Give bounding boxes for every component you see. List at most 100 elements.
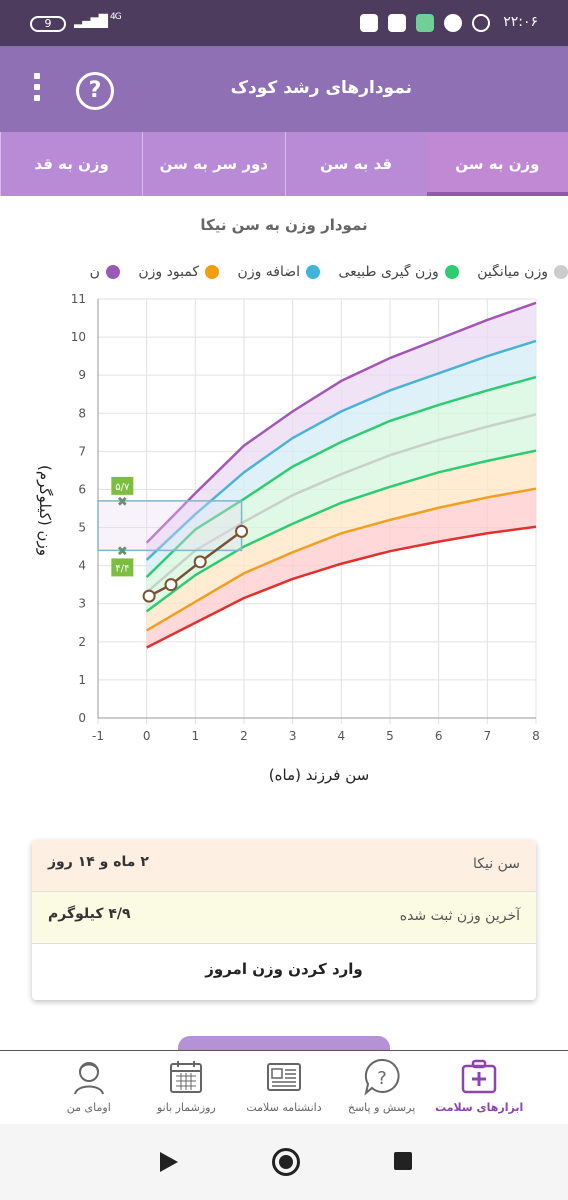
- chart-band: [146, 488, 536, 648]
- chart-band: [146, 414, 536, 612]
- x-axis-title: سن فرزند (ماه): [269, 766, 369, 784]
- android-notification-icon: [416, 14, 434, 32]
- tab-weight-for-age[interactable]: وزن به سن: [426, 132, 568, 196]
- app-notification-icon: [360, 14, 378, 32]
- enter-weight-button[interactable]: وارد کردن وزن امروز: [32, 944, 536, 1000]
- grid-notification-icon: [388, 14, 406, 32]
- network-type: 4G: [110, 12, 122, 22]
- chart-band: [146, 302, 536, 560]
- y-tick-label: 10: [71, 330, 86, 344]
- tab-weight-for-height[interactable]: وزن به قد: [0, 132, 142, 196]
- legend-dot: [306, 265, 321, 279]
- tab-head-circumference-for-age[interactable]: دور سر به سن: [142, 132, 284, 196]
- chart-band: [146, 340, 536, 578]
- range-label-box: [111, 476, 134, 495]
- y-tick-label: 1: [78, 673, 86, 687]
- legend-dot: [554, 265, 568, 279]
- x-tick-label: 7: [484, 729, 492, 743]
- tab-height-for-age[interactable]: قد به سن: [284, 132, 427, 196]
- chart-legend: وزن میانگین وزن گیری طبیعی اضافه وزن کمب…: [8, 264, 568, 288]
- legend-item-overweight[interactable]: اضافه وزن: [238, 264, 321, 280]
- nav-label: پرسش و پاسخ: [347, 1101, 416, 1114]
- nav-health-tools[interactable]: ابزارهای سلامت: [434, 1051, 524, 1124]
- legend-item-underweight[interactable]: کمبود وزن: [138, 264, 220, 280]
- growth-chart-section: نمودار وزن به سن نیکا وزن میانگین وزن گی…: [0, 196, 568, 816]
- enter-weight-label: وارد کردن وزن امروز: [205, 960, 363, 978]
- range-marker: ✖: [117, 544, 128, 559]
- legend-item-obese[interactable]: ن: [90, 264, 120, 280]
- last-weight-value: ۴/۹ کیلوگرم: [48, 906, 131, 922]
- nav-questions[interactable]: ? پرسش و پاسخ: [337, 1051, 427, 1124]
- nav-label: روزشمار بانو: [156, 1101, 216, 1114]
- last-weight-row: آخرین وزن ثبت شده ۴/۹ کیلوگرم: [32, 892, 536, 944]
- child-info-card: سن نیکا ۲ ماه و ۱۴ روز آخرین وزن ثبت شده…: [32, 840, 536, 1000]
- nav-label: دانشنامه سلامت: [246, 1101, 322, 1114]
- more-menu-icon[interactable]: [30, 70, 44, 108]
- range-marker: ✖: [117, 495, 128, 510]
- help-icon[interactable]: ?: [76, 72, 114, 110]
- calendar-icon: [170, 1061, 203, 1093]
- x-tick-label: 4: [338, 729, 346, 743]
- age-label: سن نیکا: [473, 856, 520, 872]
- y-tick-label: 0: [78, 711, 86, 725]
- bottom-navigation: ابزارهای سلامت ? پرسش و پاسخ دانشنامه سل…: [0, 1050, 568, 1124]
- newspaper-icon: [266, 1063, 301, 1091]
- y-tick-label: 11: [71, 292, 86, 306]
- legend-item-average[interactable]: وزن میانگین: [477, 264, 568, 280]
- series-line-severe_low: [146, 525, 537, 649]
- range-label-box: [111, 558, 134, 577]
- legend-dot: [444, 265, 459, 279]
- x-tick-label: 0: [143, 729, 151, 743]
- age-row: سن نیکا ۲ ماه و ۱۴ روز: [32, 840, 536, 892]
- x-tick-label: -1: [92, 729, 104, 743]
- legend-dot: [205, 265, 220, 279]
- y-tick-label: 4: [78, 559, 86, 573]
- status-bar: 9 ▂▄▆█ 4G ۲۲:۰۶: [0, 0, 568, 46]
- nav-label: ابزارهای سلامت: [435, 1101, 524, 1114]
- nav-label: اومای من: [66, 1101, 111, 1114]
- y-tick-label: 8: [78, 406, 86, 420]
- y-tick-label: 7: [78, 444, 86, 458]
- x-tick-label: 3: [289, 729, 297, 743]
- chart-band: [146, 450, 536, 631]
- nav-encyclopedia[interactable]: دانشنامه سلامت: [239, 1051, 329, 1124]
- y-tick-label: 9: [78, 368, 86, 382]
- svg-text:?: ?: [377, 1068, 387, 1089]
- series-line-normal_high: [145, 375, 537, 578]
- nav-calendar[interactable]: روزشمار بانو: [141, 1051, 231, 1124]
- chart-title: نمودار وزن به سن نیکا: [200, 216, 368, 234]
- x-tick-label: 2: [240, 729, 248, 743]
- x-tick-label: 1: [192, 729, 200, 743]
- series-line-normal_low: [145, 449, 537, 613]
- signal-icon: ▂▄▆█: [74, 14, 108, 28]
- child-weight-point: [142, 589, 156, 603]
- age-value: ۲ ماه و ۱۴ روز: [48, 854, 149, 870]
- child-weight-line: [148, 530, 243, 598]
- range-label-text: ۵/۷: [115, 482, 130, 493]
- chart-band: [146, 377, 536, 593]
- nav-profile[interactable]: اومای من: [44, 1051, 134, 1124]
- y-axis-title: وزن (کیلوگرم): [36, 465, 54, 556]
- x-tick-label: 8: [532, 729, 540, 743]
- status-time: ۲۲:۰۶: [503, 14, 538, 30]
- alarm-icon: [472, 14, 490, 32]
- series-line-very_high: [145, 301, 537, 544]
- child-weight-point: [235, 524, 249, 538]
- back-icon[interactable]: [160, 1152, 178, 1172]
- question-bubble-icon: ?: [363, 1058, 400, 1096]
- recent-apps-icon[interactable]: [394, 1152, 412, 1170]
- y-tick-label: 5: [78, 521, 86, 535]
- home-icon[interactable]: [272, 1148, 300, 1176]
- y-tick-label: 6: [78, 482, 86, 496]
- child-weight-point: [193, 555, 207, 569]
- legend-item-normal[interactable]: وزن گیری طبیعی: [338, 264, 459, 280]
- y-tick-label: 2: [78, 635, 86, 649]
- series-line-average: [145, 413, 537, 594]
- shield-notification-icon: [444, 14, 462, 32]
- last-weight-label: آخرین وزن ثبت شده: [399, 908, 520, 924]
- chart-tabs: وزن به سن قد به سن دور سر به سن وزن به ق…: [0, 132, 568, 196]
- x-tick-label: 6: [435, 729, 443, 743]
- x-tick-label: 5: [386, 729, 394, 743]
- child-weight-point: [164, 578, 178, 592]
- growth-chart-plot: 0 1 2 3 4 5 6 7 8 9 10 11 -1 0 1 2 3 4 5 6 7 8 ✖ ۵/۷ ✖ ۴/۴ سن فرزن…: [36, 292, 540, 784]
